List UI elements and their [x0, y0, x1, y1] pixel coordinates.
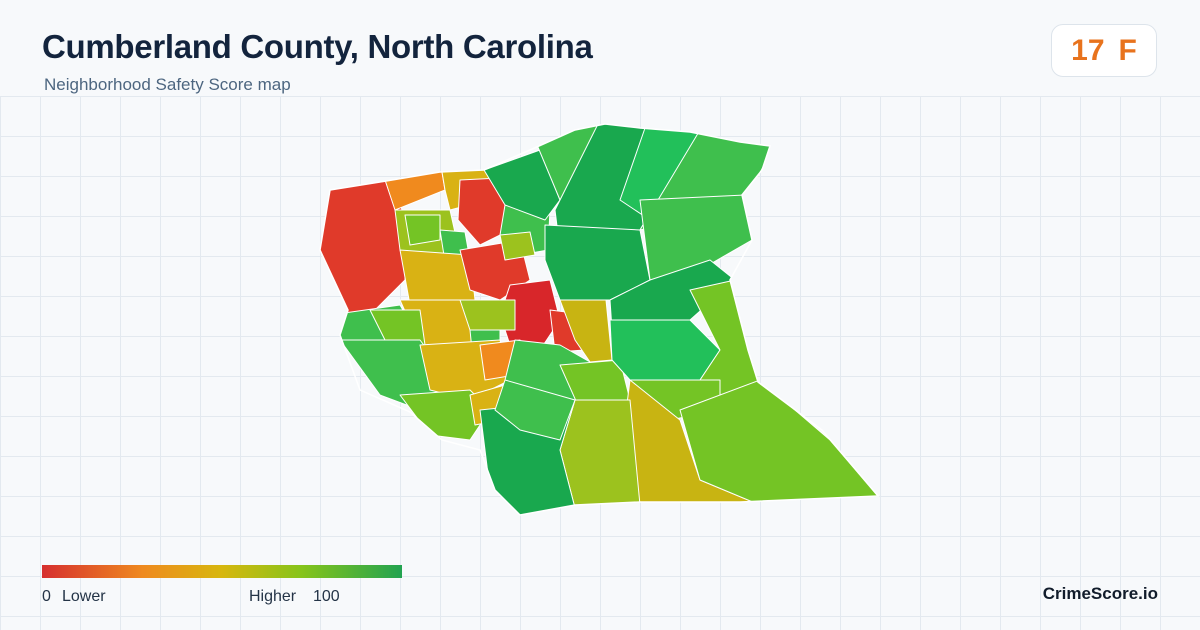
legend-max-label: 100 — [313, 588, 340, 605]
score-value: 17 — [1071, 33, 1105, 67]
score-badge: 17 F — [1051, 24, 1157, 77]
brand-logo-text[interactable]: CrimeScore.io — [1042, 584, 1158, 603]
tract-east-green[interactable] — [639, 194, 753, 281]
county-outline — [319, 123, 880, 516]
tract-south-central-yellow-green[interactable] — [559, 399, 641, 509]
page-title: Cumberland County, North Carolina — [42, 28, 593, 65]
tract-east-bright-green[interactable] — [609, 319, 721, 381]
tract-north-dark-green[interactable] — [483, 149, 561, 221]
tract-nw-lime[interactable] — [404, 214, 441, 246]
legend-color-bar — [42, 565, 402, 578]
page-subtitle: Neighborhood Safety Score map — [44, 75, 291, 94]
legend-low-label: Lower — [62, 588, 106, 605]
score-grade: F — [1118, 33, 1137, 67]
tract-center-north-olive[interactable] — [499, 231, 536, 261]
legend-min-label: 0 — [42, 588, 51, 605]
legend-high-label: Higher — [249, 588, 297, 605]
tract-south-green-west[interactable] — [494, 379, 576, 441]
tract-center-olive[interactable] — [459, 299, 516, 331]
